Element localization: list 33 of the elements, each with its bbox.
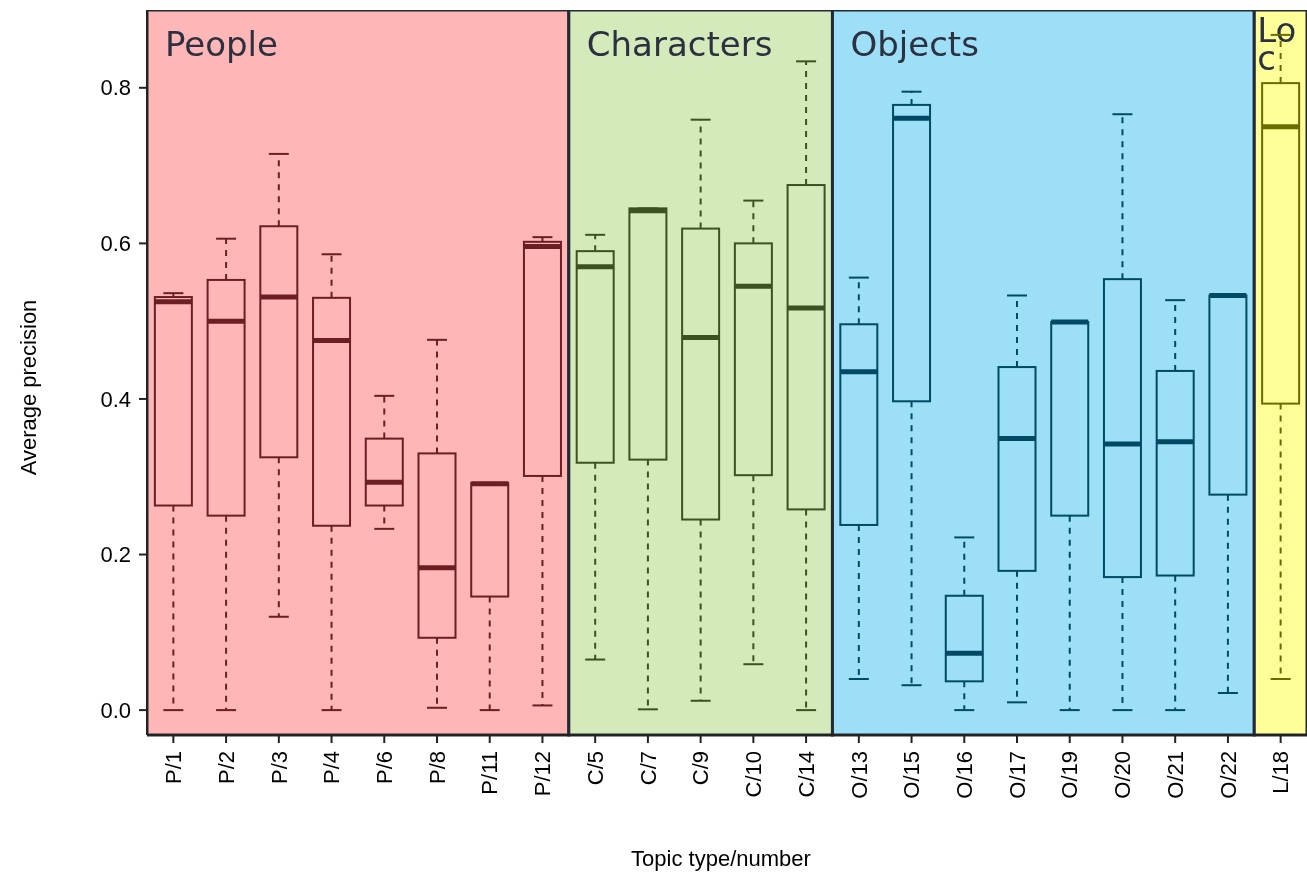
band-label: Objects [850,24,979,64]
x-tick-label: C/5 [582,751,608,786]
x-tick-label: O/16 [951,751,977,799]
band-label: People [165,24,278,64]
y-tick-label: 0.4 [100,386,131,412]
x-tick-label: P/8 [424,751,450,785]
x-tick-label: O/22 [1215,751,1241,799]
x-tick-label: P/11 [477,751,503,795]
y-tick-label: 0.2 [100,542,131,568]
x-tick-label: C/10 [741,751,767,798]
x-tick-label: P/1 [161,751,187,785]
x-tick-label: P/3 [266,751,292,785]
x-tick-label: O/17 [1004,751,1030,799]
band-label: Loc [1257,10,1297,78]
band-label: Characters [586,24,773,64]
x-tick-label: C/9 [688,751,714,786]
x-tick-label: C/14 [793,751,819,798]
x-tick-label: O/15 [899,751,925,799]
x-tick-label: C/7 [635,751,661,786]
x-tick-label: L/18 [1268,751,1294,794]
y-axis-title: Average precision [16,299,41,476]
x-tick-label: P/6 [371,751,397,785]
y-tick-label: 0.0 [100,697,131,723]
x-tick-label: O/20 [1110,751,1136,799]
x-tick-label: O/19 [1057,751,1083,799]
x-tick-label: O/21 [1162,751,1188,799]
x-tick-label: P/12 [530,751,556,797]
x-axis-title: Topic type/number [631,846,811,871]
x-tick-label: P/4 [319,751,345,785]
x-tick-label: P/2 [213,751,239,785]
y-tick-label: 0.6 [100,231,131,257]
x-tick-label: O/13 [846,751,872,799]
y-tick-label: 0.8 [100,75,131,101]
